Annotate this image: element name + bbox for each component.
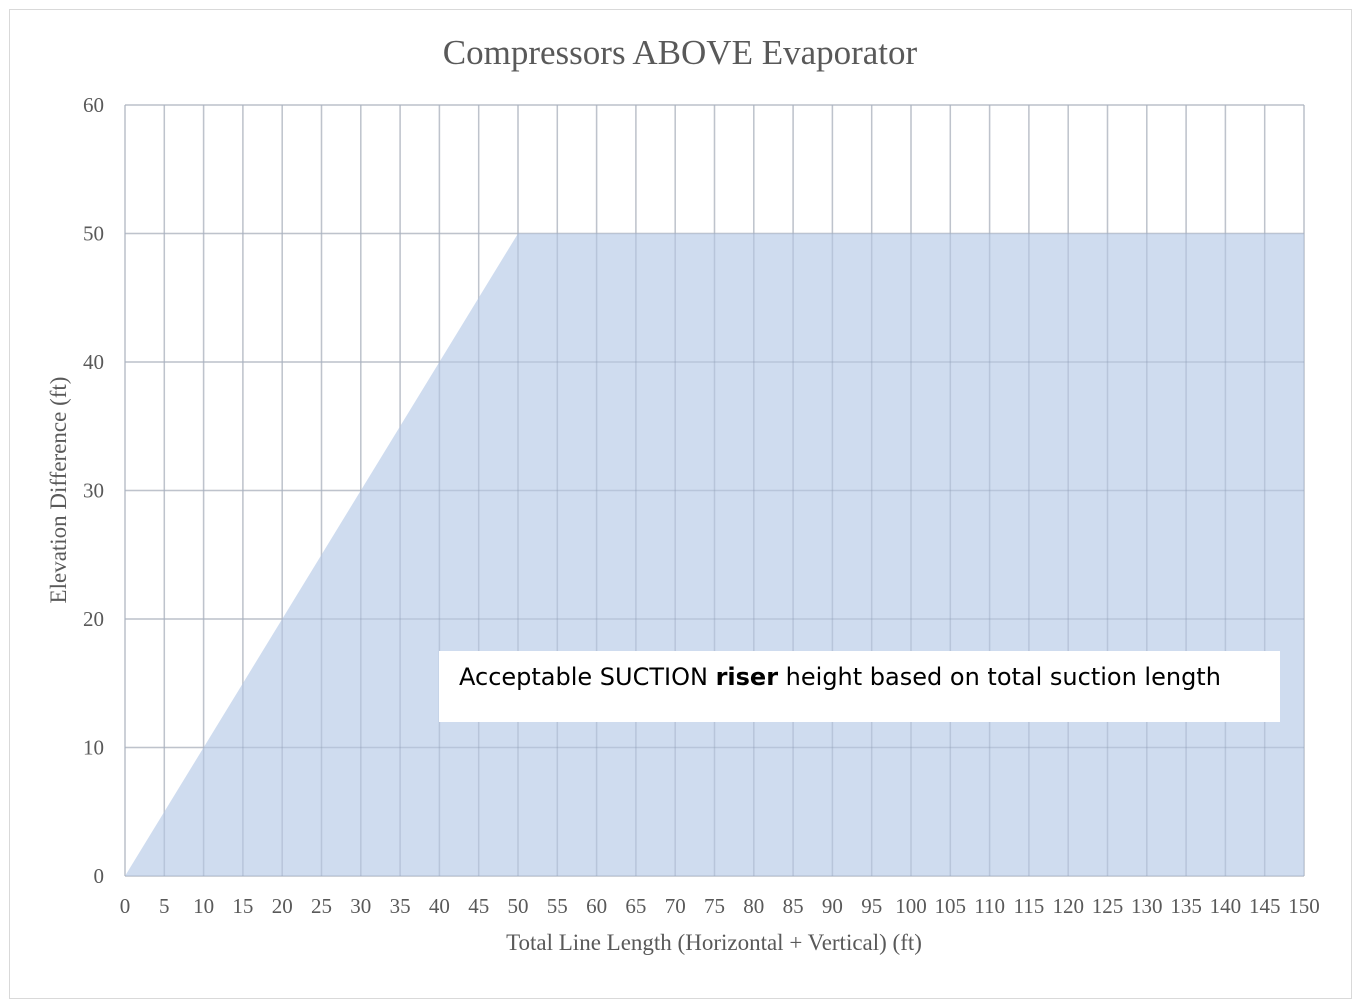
x-tick-label: 95 [861, 894, 882, 918]
y-axis-ticks: 0 10 20 30 40 50 60 [83, 93, 104, 888]
x-tick-label: 25 [311, 894, 332, 918]
x-tick-label: 130 [1131, 894, 1163, 918]
x-tick-label: 115 [1014, 894, 1045, 918]
x-tick-label: 45 [468, 894, 489, 918]
y-tick-label: 40 [83, 350, 104, 374]
annotation-text-after: height based on total suction length [778, 663, 1221, 691]
x-tick-label: 145 [1249, 894, 1281, 918]
x-tick-label: 80 [743, 894, 764, 918]
y-tick-label: 10 [83, 736, 104, 760]
annotation-text-before: Acceptable SUCTION [459, 663, 716, 691]
x-tick-label: 110 [974, 894, 1005, 918]
x-tick-label: 50 [508, 894, 529, 918]
x-tick-label: 75 [704, 894, 725, 918]
x-tick-label: 120 [1052, 894, 1084, 918]
x-tick-label: 70 [665, 894, 686, 918]
x-tick-label: 0 [120, 894, 131, 918]
x-tick-label: 85 [783, 894, 804, 918]
x-tick-label: 55 [547, 894, 568, 918]
y-tick-label: 30 [83, 479, 104, 503]
x-tick-label: 100 [895, 894, 927, 918]
x-tick-label: 40 [429, 894, 450, 918]
x-tick-label: 90 [822, 894, 843, 918]
y-tick-label: 20 [83, 607, 104, 631]
x-tick-label: 65 [625, 894, 646, 918]
x-tick-label: 30 [350, 894, 371, 918]
x-tick-label: 105 [935, 894, 967, 918]
y-tick-label: 60 [83, 93, 104, 117]
x-tick-label: 150 [1288, 894, 1320, 918]
y-tick-label: 50 [83, 222, 104, 246]
x-axis-ticks: 0 5 10 15 20 25 30 35 40 45 50 55 60 65 70 75 80 85 90 95 10… [120, 894, 1320, 918]
y-axis-label: Elevation Difference (ft) [46, 377, 71, 604]
x-tick-label: 35 [390, 894, 411, 918]
annotation-box: Acceptable SUCTION riser height based on… [439, 651, 1280, 722]
x-tick-label: 10 [193, 894, 214, 918]
x-axis-label: Total Line Length (Horizontal + Vertical… [506, 930, 922, 955]
x-tick-label: 5 [159, 894, 170, 918]
y-tick-label: 0 [94, 864, 105, 888]
x-tick-label: 15 [232, 894, 253, 918]
chart-title: Compressors ABOVE Evaporator [443, 33, 918, 72]
x-tick-label: 20 [272, 894, 293, 918]
annotation-text-bold: riser [716, 663, 778, 691]
x-tick-label: 60 [586, 894, 607, 918]
x-tick-label: 140 [1210, 894, 1242, 918]
x-tick-label: 135 [1170, 894, 1202, 918]
x-tick-label: 125 [1092, 894, 1124, 918]
